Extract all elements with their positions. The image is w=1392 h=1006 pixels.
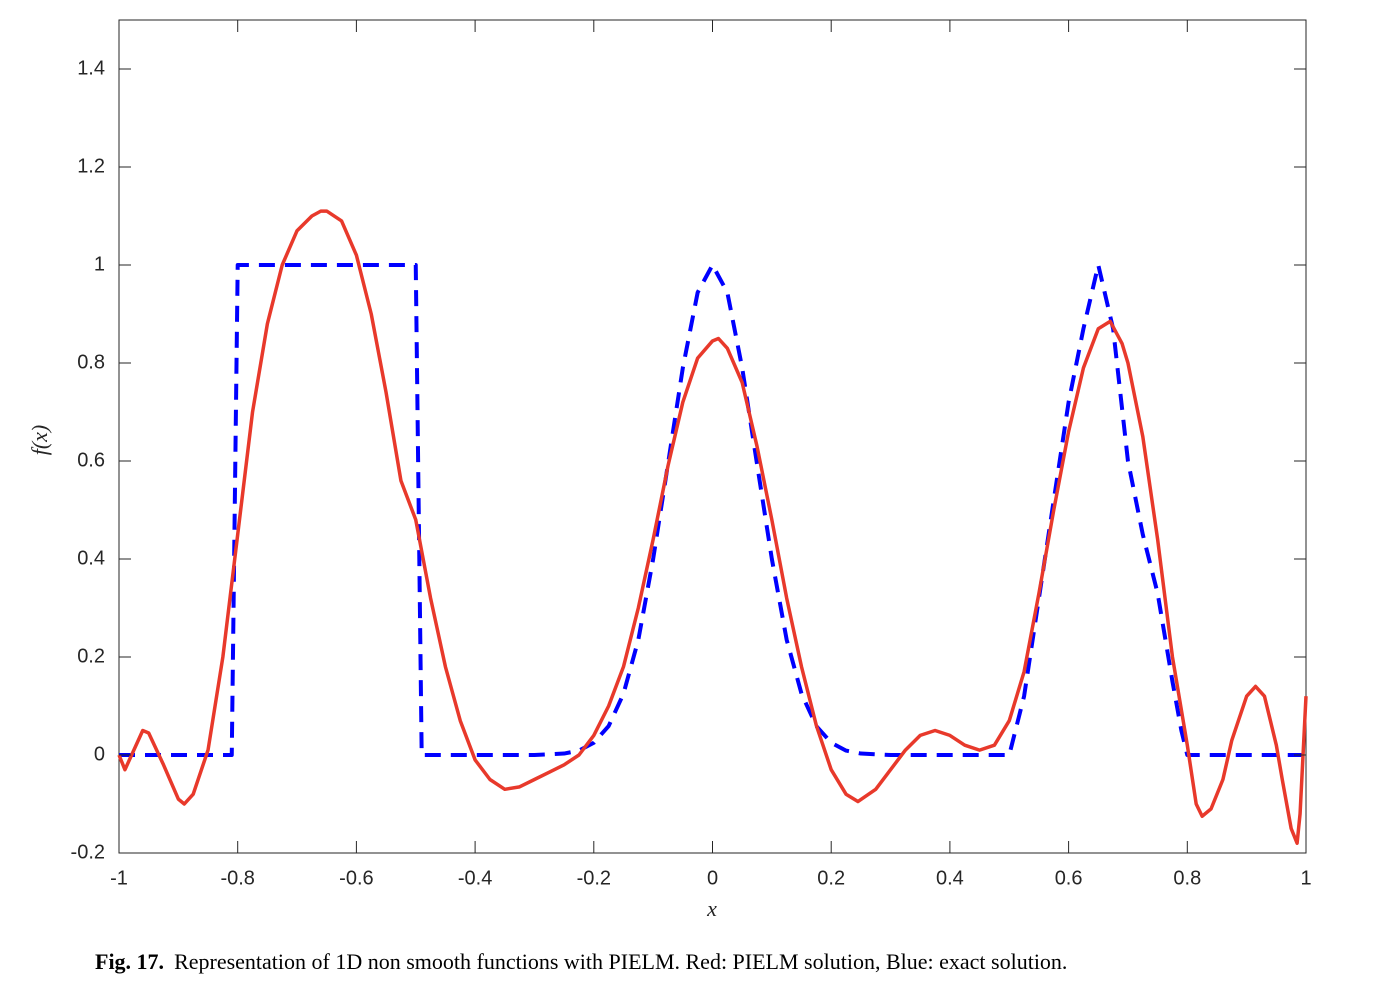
y-tick-label: 0.8 — [77, 351, 105, 373]
x-tick-label: -0.6 — [339, 867, 373, 889]
y-tick-label: 0.6 — [77, 449, 105, 471]
caption: Fig. 17. Representation of 1D non smooth … — [95, 949, 1067, 974]
x-tick-label: 0.6 — [1055, 867, 1083, 889]
y-tick-label: 0.4 — [77, 547, 105, 569]
x-axis-label: x — [706, 896, 717, 921]
x-tick-label: 0.4 — [936, 867, 964, 889]
y-tick-label: -0.2 — [71, 841, 105, 863]
caption-label: Fig. 17. — [95, 949, 164, 974]
x-tick-label: -0.2 — [577, 867, 611, 889]
x-tick-label: -0.8 — [220, 867, 254, 889]
plot-frame — [118, 19, 1307, 854]
x-tick-label: 0.2 — [817, 867, 845, 889]
solution-line — [117, 209, 1308, 845]
x-tick-label: 1 — [1300, 867, 1311, 889]
x-tick-label: 0.8 — [1173, 867, 1201, 889]
plot-area — [117, 209, 1308, 845]
y-tick-label: 1.4 — [77, 57, 105, 79]
caption-text: Representation of 1D non smooth function… — [174, 949, 1067, 974]
y-tick-label: 0.2 — [77, 645, 105, 667]
y-tick-label: 1.2 — [77, 155, 105, 177]
x-tick-label: -1 — [110, 867, 128, 889]
y-tick-label: 1 — [94, 253, 105, 275]
x-tick-label: 0 — [707, 867, 718, 889]
exact-line — [119, 263, 1306, 757]
y-axis-label: f(x) — [27, 425, 52, 456]
y-tick-label: 0 — [94, 743, 105, 765]
x-tick-label: -0.4 — [458, 867, 492, 889]
